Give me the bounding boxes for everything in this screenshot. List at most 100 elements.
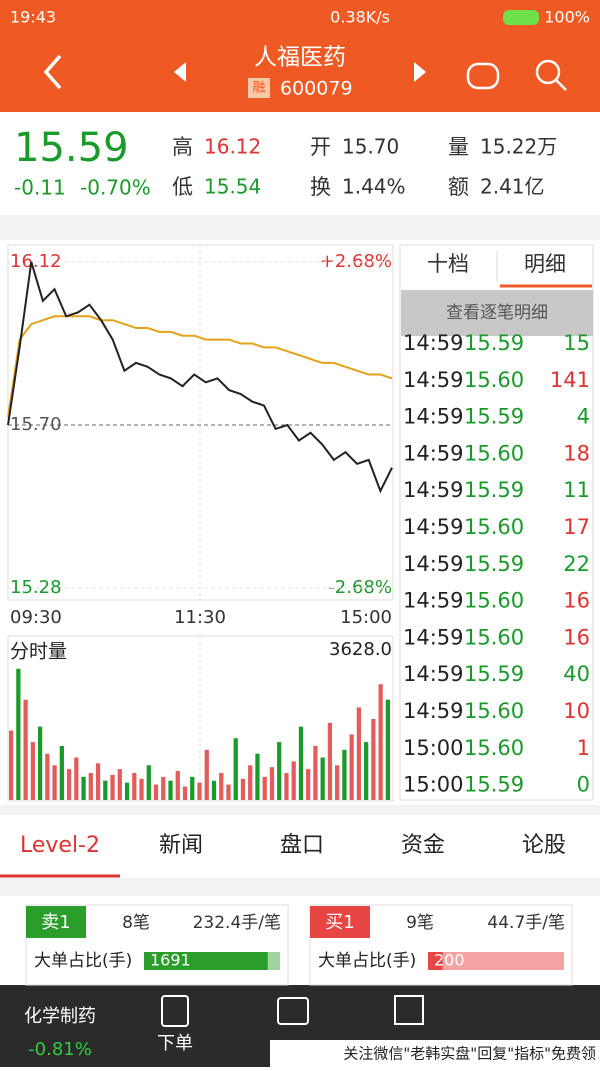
volume-bar bbox=[356, 707, 362, 800]
detail-volume: 17 bbox=[563, 515, 590, 539]
tab[interactable]: 论股 bbox=[522, 833, 566, 858]
detail-price: 15.59 bbox=[464, 331, 524, 355]
volume-bar bbox=[9, 730, 14, 800]
prev-button[interactable] bbox=[174, 62, 186, 82]
y-tick-label: 15.28 bbox=[10, 577, 62, 598]
detail-volume: 0 bbox=[577, 773, 590, 797]
x-tick-label: 09:30 bbox=[10, 607, 62, 628]
back-button[interactable] bbox=[43, 54, 62, 90]
detail-time: 14:59 bbox=[403, 662, 464, 686]
field-key: 换 bbox=[310, 175, 331, 199]
volume-bar bbox=[37, 726, 43, 800]
robot-icon[interactable] bbox=[466, 62, 500, 90]
volume-bar bbox=[349, 734, 354, 800]
detail-time: 14:59 bbox=[403, 331, 464, 355]
card-count: 8笔 bbox=[122, 913, 150, 933]
side-bg bbox=[26, 906, 86, 938]
order-icon[interactable] bbox=[161, 995, 189, 1027]
field-value: 2.41亿 bbox=[480, 175, 545, 199]
volume-bar bbox=[197, 782, 202, 800]
volume-bar bbox=[124, 782, 130, 800]
detail-button[interactable]: 查看逐笔明细 bbox=[446, 303, 548, 323]
volume-bar bbox=[190, 776, 195, 800]
detail-tab[interactable]: 十档 bbox=[427, 252, 469, 276]
volume-bar bbox=[378, 684, 383, 800]
pct-high: +2.68% bbox=[320, 251, 392, 272]
bar-bg bbox=[428, 952, 564, 970]
volume-bar bbox=[30, 742, 35, 800]
nav-sector-pct: -0.81% bbox=[28, 1039, 92, 1060]
volume-bar bbox=[364, 742, 369, 800]
detail-volume: 4 bbox=[577, 405, 590, 429]
card-count: 9笔 bbox=[406, 913, 434, 933]
card-label: 大单占比(手) bbox=[34, 951, 132, 971]
detail-time: 15:00 bbox=[403, 736, 464, 760]
volume-bar bbox=[335, 765, 340, 800]
detail-price: 15.59 bbox=[464, 405, 524, 429]
search-handle bbox=[555, 79, 567, 91]
volume-bar bbox=[219, 772, 224, 800]
detail-volume: 18 bbox=[563, 441, 590, 465]
volume-bar bbox=[226, 784, 231, 800]
detail-tab[interactable]: 明细 bbox=[524, 252, 566, 276]
detail-price: 15.59 bbox=[464, 662, 524, 686]
volume-bar bbox=[139, 778, 144, 800]
volume-bar bbox=[284, 772, 289, 800]
tab[interactable]: 资金 bbox=[401, 833, 445, 858]
tag-box bbox=[248, 78, 270, 98]
volume-bar bbox=[342, 749, 347, 800]
volume-title: 分时量 bbox=[10, 641, 67, 663]
detail-time: 14:59 bbox=[403, 625, 464, 649]
detail-time: 14:59 bbox=[403, 478, 464, 502]
stock-code: 600079 bbox=[280, 78, 353, 100]
nav-icon[interactable] bbox=[394, 995, 424, 1025]
y-tick-label: 15.70 bbox=[10, 414, 62, 435]
volume-bar bbox=[320, 757, 325, 800]
card-value: 1691 bbox=[150, 951, 191, 970]
search-icon[interactable] bbox=[535, 59, 561, 85]
next-button[interactable] bbox=[414, 62, 426, 82]
tab[interactable]: 新闻 bbox=[159, 833, 203, 858]
detail-button-bg[interactable] bbox=[401, 290, 593, 336]
battery-icon bbox=[503, 10, 539, 25]
volume-bar bbox=[277, 742, 282, 800]
detail-time: 14:59 bbox=[403, 589, 464, 613]
bar bbox=[144, 952, 268, 970]
nav-sector[interactable]: 化学制药 bbox=[24, 1006, 96, 1027]
volume-bar bbox=[153, 784, 159, 800]
detail-price: 15.59 bbox=[464, 478, 524, 502]
detail-price: 15.60 bbox=[464, 625, 524, 649]
x-tick-label: 11:30 bbox=[174, 607, 226, 628]
watermark-bg bbox=[270, 1040, 600, 1067]
tab[interactable]: 盘口 bbox=[280, 833, 324, 858]
detail-price: 15.59 bbox=[464, 552, 524, 576]
y-tick-label: 16.12 bbox=[10, 251, 62, 272]
avg-line bbox=[7, 315, 393, 418]
detail-volume: 22 bbox=[563, 552, 590, 576]
field-value: 16.12 bbox=[204, 135, 261, 159]
status-time: 19:43 bbox=[10, 8, 56, 27]
detail-price: 15.60 bbox=[464, 368, 524, 392]
detail-price: 15.60 bbox=[464, 589, 524, 613]
quote-price: 15.59 bbox=[14, 125, 129, 171]
volume-bar bbox=[110, 774, 115, 800]
separator bbox=[0, 878, 600, 896]
quote-change: -0.11 bbox=[14, 176, 66, 200]
volume-bar bbox=[291, 761, 296, 800]
detail-volume: 16 bbox=[563, 589, 590, 613]
volume-bar bbox=[298, 726, 304, 800]
detail-time: 14:59 bbox=[403, 368, 464, 392]
tab[interactable]: Level-2 bbox=[20, 833, 100, 858]
volume-bar bbox=[327, 722, 333, 800]
volume-bar bbox=[66, 769, 72, 800]
side-bg bbox=[310, 906, 370, 938]
nav-icon[interactable] bbox=[277, 997, 309, 1025]
card-avg: 44.7手/笔 bbox=[487, 913, 565, 933]
nav-order[interactable]: 下单 bbox=[157, 1033, 193, 1054]
field-key: 额 bbox=[448, 175, 469, 199]
volume-bar bbox=[88, 772, 93, 800]
detail-price: 15.60 bbox=[464, 515, 524, 539]
card-value: 200 bbox=[434, 951, 465, 970]
volume-bar bbox=[16, 668, 21, 800]
